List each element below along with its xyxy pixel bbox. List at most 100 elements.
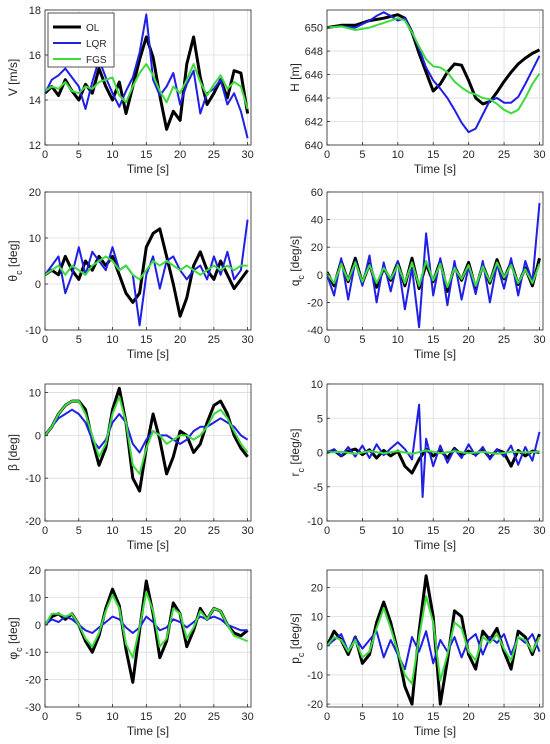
x-axis-label: Time [s] xyxy=(127,724,169,738)
tick-label-x: 5 xyxy=(359,711,365,723)
tick-label-y: -10 xyxy=(25,473,41,485)
tick-label-y: 12 xyxy=(29,140,41,152)
tick-label-x: 30 xyxy=(533,149,545,161)
tick-label-y: 0 xyxy=(317,270,323,282)
axes-frame xyxy=(326,9,544,146)
tick-label-x: 15 xyxy=(140,525,152,537)
tick-label-x: 30 xyxy=(533,525,545,537)
panel-q: 0 5 10 15 20 25 30 -40 -20 0 20 40 60 Time [s] qc [deg… xyxy=(288,187,546,361)
tick-label-x: 30 xyxy=(241,149,253,161)
tick-label-x: 5 xyxy=(76,149,82,161)
tick-label-x: 30 xyxy=(533,334,545,346)
tick-label-x: 10 xyxy=(106,334,118,346)
tick-label-x: 25 xyxy=(208,149,220,161)
plot-area xyxy=(45,384,251,521)
panel-V: 0 5 10 15 20 25 30 12 14 16 18 Time [s] V [m/s] xyxy=(6,5,254,176)
series-line-lqr xyxy=(327,403,541,498)
legend-label-ol: OL xyxy=(86,23,100,34)
tick-label-x: 10 xyxy=(392,149,404,161)
legend-label-fgs: FGS xyxy=(86,55,107,66)
tick-label-x: 5 xyxy=(76,525,82,537)
y-axis-label: pc [deg/s] xyxy=(288,613,306,664)
tick-label-x: 15 xyxy=(427,711,439,723)
tick-label-x: 0 xyxy=(42,525,48,537)
tick-label-x: 25 xyxy=(208,711,220,723)
tick-label-x: 15 xyxy=(427,525,439,537)
y-axis-label: H [m] xyxy=(288,63,302,92)
tick-label-x: 20 xyxy=(174,711,186,723)
tick-label-x: 15 xyxy=(140,711,152,723)
x-axis-label: Time [s] xyxy=(414,538,456,552)
tick-label-x: 20 xyxy=(174,525,186,537)
tick-label-x: 5 xyxy=(76,711,82,723)
tick-label-x: 25 xyxy=(498,334,510,346)
tick-label-y: 10 xyxy=(29,592,41,604)
axes-frame xyxy=(44,569,252,708)
y-axis-label: β [deg] xyxy=(6,434,20,471)
tick-label-y: -20 xyxy=(25,675,41,687)
panel-H: 0 5 10 15 20 25 30 640 642 644 646 648 650 Time [s] H … xyxy=(288,9,546,176)
y-axis-label: θc [deg] xyxy=(6,240,24,281)
tick-label-y: 648 xyxy=(305,46,323,58)
x-axis-label: Time [s] xyxy=(127,347,169,361)
tick-label-x: 10 xyxy=(106,149,118,161)
tick-label-x: 20 xyxy=(463,711,475,723)
tick-label-y: -30 xyxy=(25,702,41,714)
tick-label-y: 644 xyxy=(305,93,323,105)
tick-label-x: 25 xyxy=(498,711,510,723)
axes-frame xyxy=(44,191,252,331)
axes-frame xyxy=(44,383,252,522)
tick-label-x: 30 xyxy=(241,334,253,346)
series-line-ol xyxy=(327,574,541,706)
series-line-fgs xyxy=(45,255,248,281)
tick-label-x: 30 xyxy=(241,711,253,723)
tick-label-y: 646 xyxy=(305,70,323,82)
series-line-lqr xyxy=(45,219,249,327)
tick-label-y: 0 xyxy=(35,620,41,632)
tick-label-y: 0 xyxy=(317,448,323,460)
series-line-fgs xyxy=(327,260,541,289)
tick-label-x: 10 xyxy=(392,334,404,346)
series-line-lqr xyxy=(327,202,541,329)
tick-label-y: -20 xyxy=(307,297,323,309)
tick-label-y: 0 xyxy=(317,641,323,653)
tick-label-y: 20 xyxy=(311,582,323,594)
tick-label-x: 20 xyxy=(174,149,186,161)
tick-label-x: 20 xyxy=(463,334,475,346)
series-line-lqr xyxy=(327,630,541,671)
series-line-lqr xyxy=(45,13,249,139)
tick-label-y: 10 xyxy=(29,233,41,245)
series-line-lqr xyxy=(327,11,541,134)
y-axis-label: qc [deg/s] xyxy=(288,236,306,287)
tick-label-x: 30 xyxy=(241,525,253,537)
tick-label-x: 5 xyxy=(359,149,365,161)
x-axis-label: Time [s] xyxy=(127,538,169,552)
tick-label-x: 15 xyxy=(140,149,152,161)
tick-label-x: 25 xyxy=(208,525,220,537)
x-axis-label: Time [s] xyxy=(127,162,169,176)
plot-area xyxy=(45,192,251,330)
tick-label-x: 10 xyxy=(392,711,404,723)
x-axis-label: Time [s] xyxy=(414,724,456,738)
tick-label-y: -40 xyxy=(307,325,323,337)
tick-label-y: 10 xyxy=(29,388,41,400)
tick-label-y: 642 xyxy=(305,117,323,129)
tick-label-y: 20 xyxy=(29,187,41,199)
tick-label-y: -20 xyxy=(25,516,41,528)
tick-label-x: 0 xyxy=(42,711,48,723)
tick-label-x: 0 xyxy=(324,149,330,161)
tick-label-x: 0 xyxy=(324,711,330,723)
tick-label-y: 0 xyxy=(35,279,41,291)
y-axis-label: rc [deg/s] xyxy=(288,429,306,477)
legend-label-lqr: LQR xyxy=(86,39,107,50)
tick-label-x: 15 xyxy=(427,334,439,346)
tick-label-y: -10 xyxy=(307,516,323,528)
tick-label-x: 5 xyxy=(359,334,365,346)
tick-label-x: 10 xyxy=(106,711,118,723)
series-line-fgs xyxy=(45,395,249,475)
tick-label-y: 40 xyxy=(311,215,323,227)
tick-label-x: 20 xyxy=(174,334,186,346)
series-line-lqr xyxy=(45,408,249,454)
